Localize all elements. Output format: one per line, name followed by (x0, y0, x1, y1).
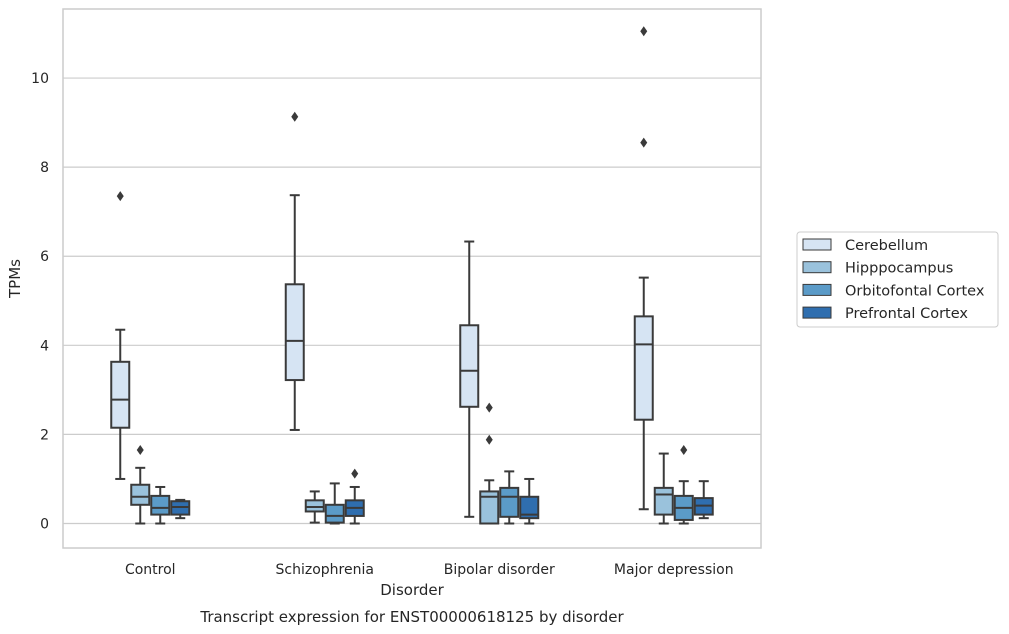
x-axis-ticks: Control Schizophrenia Bipolar disorder Majo… (125, 562, 734, 578)
y-tick-label: 6 (40, 249, 49, 265)
box-body (519, 495, 540, 520)
legend-swatch (802, 283, 832, 296)
chart-caption: Transcript expression for ENST0000061812… (199, 608, 624, 626)
box-body (653, 486, 674, 516)
outlier-point (116, 191, 124, 202)
legend-label: Cerebellum (845, 238, 928, 254)
box-body (459, 324, 480, 408)
outlier-point (136, 445, 144, 455)
box-hipppocampus (304, 490, 325, 524)
y-tick-label: 8 (40, 160, 49, 176)
x-tick-label: Schizophrenia (276, 562, 374, 578)
legend-frame (796, 231, 999, 328)
legend-swatch (802, 306, 832, 319)
y-tick-label: 0 (40, 517, 49, 533)
legend-label: Prefrontal Cortex (845, 306, 968, 322)
box-orbitofontal-cortex (673, 445, 694, 525)
box-prefrontal-cortex (693, 480, 714, 520)
box-cerebellum (633, 26, 654, 511)
box-body (150, 494, 171, 516)
box-body (324, 503, 345, 524)
box-body (479, 490, 500, 525)
box-hipppocampus (130, 445, 151, 525)
legend-label: Hipppocampus (845, 261, 953, 277)
plot-frame (62, 8, 762, 549)
box-body (499, 486, 520, 518)
outlier-point (351, 468, 359, 479)
legend: Cerebellum Hipppocampus Orbitofontal Corte… (796, 231, 999, 328)
x-tick-label: Control (125, 562, 176, 578)
box-body (633, 315, 654, 421)
y-axis-label: TPMs (6, 259, 24, 299)
box-body (110, 360, 131, 429)
y-tick-label: 2 (40, 427, 49, 443)
box-prefrontal-cortex (170, 498, 191, 520)
box-orbitofontal-cortex (499, 470, 520, 525)
y-tick-label: 10 (31, 71, 49, 87)
box-body (130, 483, 151, 506)
box-orbitofontal-cortex (324, 482, 345, 525)
gridlines (63, 77, 761, 525)
x-axis-label: Disorder (380, 581, 444, 599)
box-body (284, 283, 305, 382)
x-tick-label: Major depression (614, 562, 734, 578)
outlier-point (640, 137, 648, 148)
legend-swatch (802, 238, 832, 251)
outlier-point (640, 26, 648, 37)
x-tick-label: Bipolar disorder (444, 562, 555, 578)
box-orbitofontal-cortex (150, 485, 171, 525)
box-body (304, 499, 325, 513)
outlier-point (485, 434, 493, 445)
outlier-point (485, 402, 493, 413)
legend-label: Orbitofontal Cortex (845, 283, 985, 299)
y-tick-label: 4 (40, 338, 49, 354)
y-axis-ticks: 0 2 4 6 8 10 (31, 71, 49, 532)
box-cerebellum (284, 111, 305, 431)
box-prefrontal-cortex (344, 468, 365, 525)
box-cerebellum (110, 191, 131, 480)
box-hipppocampus (479, 402, 500, 525)
legend-swatch (802, 261, 832, 274)
outlier-point (291, 111, 299, 122)
box-series (110, 26, 714, 525)
box-prefrontal-cortex (519, 477, 540, 525)
box-cerebellum (459, 240, 480, 518)
outlier-point (680, 445, 688, 455)
box-hipppocampus (653, 452, 674, 525)
